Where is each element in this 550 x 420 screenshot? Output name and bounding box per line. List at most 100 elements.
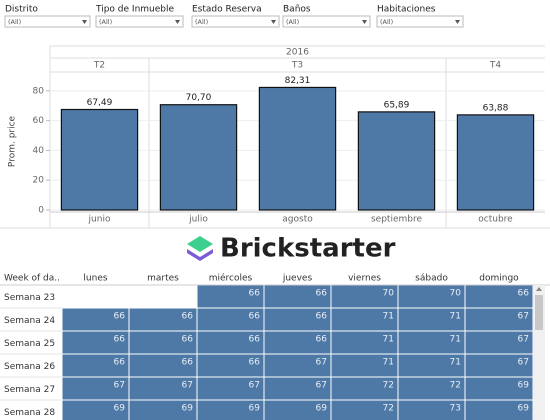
logo-icon — [187, 249, 213, 261]
cell-value: 69 — [518, 381, 530, 391]
filter-label: Tipo de Inmueble — [95, 5, 174, 15]
quarter-header: T2 — [93, 61, 105, 71]
heatmap-cell — [465, 377, 533, 400]
x-tick-label: septiembre — [371, 215, 422, 225]
filter-dropdown[interactable] — [4, 15, 91, 28]
heatmap-cell — [129, 308, 197, 331]
heatmap-cell — [197, 400, 264, 420]
filter-value: (All) — [286, 18, 299, 26]
cell-value: 66 — [182, 358, 194, 368]
scroll-up[interactable] — [536, 287, 542, 291]
column-header: miércoles — [209, 273, 253, 284]
cell-value: 66 — [249, 358, 261, 368]
filter-label: Distrito — [5, 5, 38, 15]
column-header: lunes — [83, 274, 107, 284]
filter-dropdown[interactable] — [376, 15, 464, 28]
filter-dropdown[interactable] — [191, 15, 280, 28]
heatmap-cell — [398, 331, 465, 354]
cell-value: 67 — [518, 358, 529, 368]
column-header: domingo — [479, 274, 519, 284]
filter-dropdown[interactable] — [282, 15, 371, 28]
y-tick-label: 40 — [33, 146, 45, 156]
heatmap-cell — [197, 308, 264, 331]
cell-value: 66 — [316, 312, 328, 322]
heatmap-cell — [398, 354, 465, 377]
x-tick-label: julio — [188, 215, 208, 225]
heatmap-cell — [197, 285, 264, 308]
heatmap-cell — [331, 400, 398, 420]
cell-value: 66 — [182, 312, 194, 322]
column-header: viernes — [348, 274, 381, 284]
quarter-header: T3 — [291, 61, 303, 71]
y-tick-label: 60 — [33, 116, 45, 126]
cell-value: 69 — [249, 404, 261, 414]
row-header: Semana 25 — [4, 339, 55, 349]
cell-value: 71 — [450, 358, 461, 368]
cell-value: 70 — [450, 289, 462, 299]
cell-value: 66 — [114, 358, 126, 368]
heatmap-cell — [197, 354, 264, 377]
dropdown-arrow — [362, 20, 367, 24]
heatmap-cell — [331, 285, 398, 308]
bar — [357, 111, 436, 211]
heatmap-cell — [264, 377, 331, 400]
logo-icon — [187, 236, 213, 252]
bar — [456, 114, 535, 211]
heatmap-cell — [62, 354, 129, 377]
heatmap-cell — [331, 308, 398, 331]
cell-value: 72 — [450, 381, 461, 391]
heatmap-cell — [465, 354, 533, 377]
cell-value: 69 — [316, 404, 328, 414]
filter-value: (All) — [195, 18, 208, 26]
dropdown-arrow — [82, 20, 87, 24]
heatmap-cell — [264, 354, 331, 377]
cell-value: 66 — [114, 335, 126, 345]
year-header: 2016 — [286, 48, 309, 58]
filter-value: (All) — [99, 18, 112, 26]
heatmap-cell — [62, 331, 129, 354]
cell-value: 66 — [249, 335, 261, 345]
heatmap-cell — [331, 377, 398, 400]
y-axis-title: Prom. price — [8, 115, 18, 167]
value-label: 70,70 — [186, 93, 212, 103]
row-header: Semana 26 — [4, 362, 55, 372]
bar — [159, 104, 238, 211]
heatmap-cell — [398, 308, 465, 331]
dropdown-arrow — [271, 20, 276, 24]
value-label: 82,31 — [285, 76, 311, 86]
heatmap-cell — [465, 308, 533, 331]
cell-value: 71 — [383, 312, 394, 322]
value-label: 67,49 — [87, 98, 113, 108]
y-tick-label: 80 — [33, 86, 45, 96]
dropdown-arrow — [455, 20, 460, 24]
heatmap-cell — [331, 331, 398, 354]
heatmap-cell — [331, 354, 398, 377]
scrollbar-thumb[interactable] — [535, 295, 543, 330]
column-header: Week of da.. — [4, 274, 60, 284]
cell-value: 71 — [450, 312, 461, 322]
cell-value: 67 — [518, 335, 529, 345]
heatmap-cell — [129, 400, 197, 420]
heatmap-cell — [398, 400, 465, 420]
filter-value: (All) — [380, 18, 393, 26]
cell-value: 66 — [316, 289, 328, 299]
cell-value: 66 — [114, 312, 126, 322]
heatmap-cell — [129, 377, 197, 400]
heatmap-cell — [465, 400, 533, 420]
cell-value: 67 — [114, 381, 125, 391]
y-tick-label: 20 — [33, 176, 45, 186]
heatmap-cell — [62, 377, 129, 400]
filter-label: Baños — [283, 5, 311, 15]
row-header: Semana 28 — [4, 408, 55, 418]
value-label: 63,88 — [483, 103, 509, 113]
heatmap-cell — [398, 285, 465, 308]
heatmap-cell — [264, 331, 331, 354]
row-header: Semana 23 — [4, 293, 55, 303]
cell-value: 66 — [249, 312, 261, 322]
filter-dropdown[interactable] — [95, 15, 184, 28]
column-header: sábado — [415, 274, 448, 284]
cell-value: 66 — [182, 335, 194, 345]
logo-text: Brickstarter — [220, 234, 396, 264]
cell-value: 67 — [316, 381, 327, 391]
